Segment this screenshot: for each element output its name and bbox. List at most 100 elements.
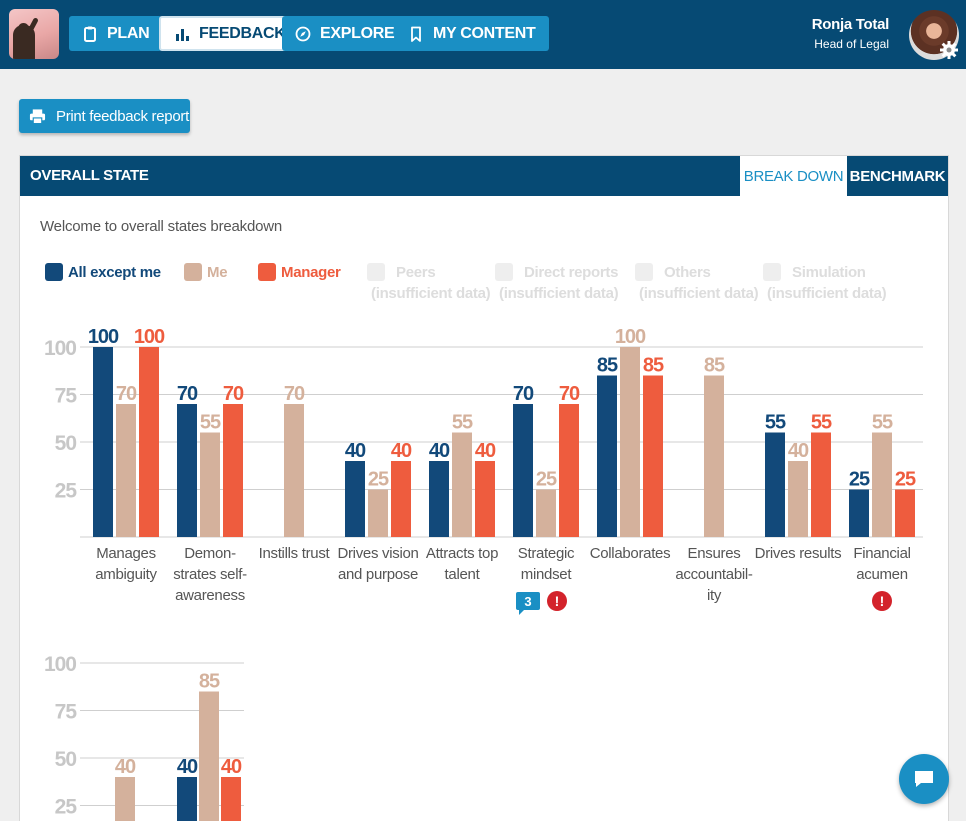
legend-swatch — [495, 263, 513, 281]
card-header: OVERALL STATE BREAK DOWN BENCHMARK — [20, 156, 948, 196]
bar — [93, 347, 113, 537]
nav-plan-button[interactable]: PLAN — [69, 16, 163, 51]
legend-direct-reports: Direct reports (insufficient data) — [495, 262, 619, 304]
bar-value-label: 85 — [704, 355, 725, 377]
bar — [177, 404, 197, 537]
bar-value-label: 70 — [284, 383, 305, 405]
y-tick-label: 25 — [55, 480, 78, 503]
tab-break-down[interactable]: BREAK DOWN — [740, 156, 847, 196]
bar — [895, 489, 915, 537]
bar — [643, 375, 663, 537]
category-label: Demon-strates self-awareness — [173, 545, 247, 604]
category-label: Manages ambiguity — [95, 545, 157, 583]
category-label: Drives results — [754, 545, 842, 562]
card-title: OVERALL STATE — [30, 167, 149, 184]
chat-button[interactable] — [899, 754, 949, 804]
nav-plan-label: PLAN — [107, 24, 150, 42]
gear-icon[interactable] — [939, 40, 959, 60]
legend-all-except-me[interactable]: All except me — [45, 262, 161, 283]
bar-value-label: 55 — [872, 412, 893, 434]
top-bar: PLAN FEEDBACK EXPLORE MY CONTENT Ronja T… — [0, 0, 966, 69]
chat-icon — [915, 771, 933, 787]
bar — [559, 404, 579, 537]
bar-value-label: 40 — [345, 440, 366, 462]
bar-value-label: 70 — [177, 383, 198, 405]
nav-feedback-label: FEEDBACK — [199, 24, 286, 42]
bar — [177, 777, 197, 821]
bar — [536, 489, 556, 537]
bar-value-label: 70 — [559, 383, 580, 405]
category-label: Collaborates — [589, 545, 671, 562]
legend-label: Direct reports — [524, 264, 619, 281]
bar — [368, 489, 388, 537]
y-tick-label: 100 — [44, 337, 76, 360]
legend-manager[interactable]: Manager — [258, 262, 341, 283]
y-tick-label: 75 — [55, 385, 78, 408]
bar-value-label: 55 — [765, 412, 786, 434]
y-tick-label: 50 — [55, 432, 77, 455]
legend-note: (insufficient data) — [767, 285, 887, 302]
bar-value-label: 100 — [134, 326, 165, 348]
alert-icon[interactable]: ! — [872, 591, 892, 611]
user-name[interactable]: Ronja Total — [811, 16, 890, 33]
bar-value-label: 25 — [368, 469, 389, 491]
nav-my-content-label: MY CONTENT — [433, 24, 536, 42]
nav-my-content-button[interactable]: MY CONTENT — [395, 16, 549, 51]
legend-label: Simulation — [792, 264, 866, 281]
alert-icon[interactable]: ! — [547, 591, 567, 611]
overall-state-card: OVERALL STATE BREAK DOWN BENCHMARK Welco… — [19, 155, 949, 821]
bar — [849, 489, 869, 537]
legend-swatch — [258, 263, 276, 281]
bar — [345, 461, 365, 537]
bar — [284, 404, 304, 537]
bar — [765, 432, 785, 537]
bar-value-label: 85 — [643, 355, 664, 377]
bar — [597, 375, 617, 537]
bar-chart-icon — [176, 28, 189, 41]
bar-value-label: 40 — [115, 756, 136, 778]
clipboard-icon — [84, 26, 96, 42]
legend-label: All except me — [68, 264, 161, 281]
legend-swatch — [763, 263, 781, 281]
bar — [139, 347, 159, 537]
category-label: Strategic mindset — [517, 545, 575, 583]
y-tick-label: 100 — [44, 653, 76, 676]
legend-swatch — [184, 263, 202, 281]
bar — [475, 461, 495, 537]
legend-swatch — [45, 263, 63, 281]
bar — [452, 432, 472, 537]
category-label: Ensures accountabil-ity — [675, 545, 753, 604]
bar-value-label: 25 — [849, 469, 870, 491]
category-label: Instills trust — [258, 545, 330, 562]
bar — [391, 461, 411, 537]
comments-badge[interactable]: 3 — [516, 592, 540, 615]
bar — [788, 461, 808, 537]
welcome-text: Welcome to overall states breakdown — [40, 218, 283, 235]
bar-value-label: 100 — [88, 326, 119, 348]
bar-value-label: 40 — [177, 756, 198, 778]
nav-feedback-button[interactable]: FEEDBACK — [159, 16, 301, 51]
bar-value-label: 55 — [452, 412, 473, 434]
bar — [115, 777, 135, 821]
bar — [704, 375, 724, 537]
printer-icon — [29, 108, 46, 124]
print-feedback-report-button[interactable]: Print feedback report — [19, 99, 190, 133]
bar-value-label: 85 — [199, 671, 220, 693]
legend-me[interactable]: Me — [184, 262, 228, 283]
bar-value-label: 25 — [536, 469, 557, 491]
tab-benchmark[interactable]: BENCHMARK — [849, 167, 946, 185]
legend-simulation: Simulation (insufficient data) — [763, 262, 887, 304]
legend-others: Others (insufficient data) — [635, 262, 759, 304]
legend-swatch — [635, 263, 653, 281]
nav-explore-button[interactable]: EXPLORE — [282, 16, 408, 51]
bookmark-icon — [411, 26, 421, 42]
legend-swatch — [367, 263, 385, 281]
category-label: Drives vision and purpose — [337, 545, 419, 583]
bar-value-label: 55 — [200, 412, 221, 434]
nav-explore-label: EXPLORE — [320, 24, 395, 42]
bar-value-label: 70 — [513, 383, 534, 405]
bar-value-label: 55 — [811, 412, 832, 434]
app-logo[interactable] — [9, 9, 59, 59]
legend-peers: Peers (insufficient data) — [367, 262, 491, 304]
